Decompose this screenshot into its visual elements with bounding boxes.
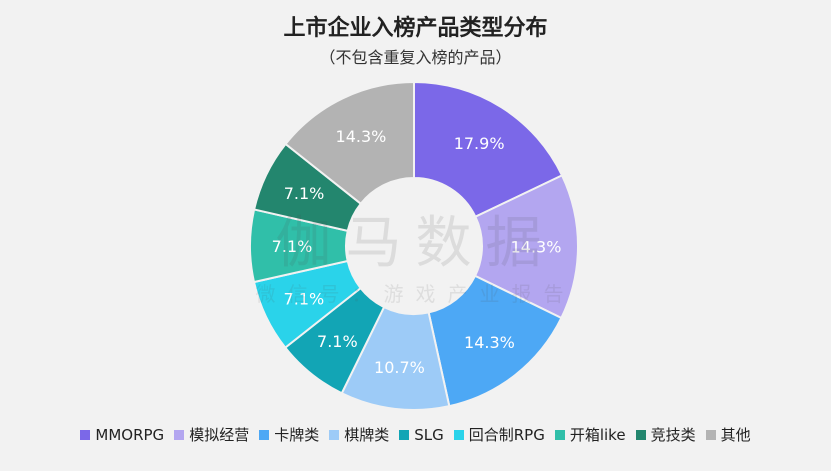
slice-label-1: 14.3% [511, 238, 562, 257]
legend-label: 棋牌类 [344, 426, 390, 444]
legend-label: 开箱like [569, 426, 626, 444]
legend-swatch [329, 429, 340, 440]
legend-swatch [453, 429, 464, 440]
legend-swatch [399, 429, 410, 440]
legend-item: MMORPG [80, 424, 164, 445]
legend-swatch [259, 429, 270, 440]
legend-label: 回合制RPG [468, 426, 545, 444]
legend-label: 模拟经营 [189, 426, 250, 444]
legend-item: 其他 [705, 424, 751, 445]
legend-item: 棋牌类 [329, 424, 389, 445]
legend-swatch [705, 429, 716, 440]
legend-item: 卡牌类 [259, 424, 319, 445]
legend-label: 竞技类 [650, 426, 696, 444]
legend-item: 开箱like [554, 424, 626, 445]
slice-1 [473, 174, 579, 320]
legend-swatch [174, 429, 185, 440]
slice-2 [427, 274, 563, 408]
legend-swatch [80, 429, 91, 440]
slice-label-6: 7.1% [272, 237, 313, 256]
legend-label: MMORPG [95, 425, 165, 444]
legend-label: 卡牌类 [274, 426, 320, 444]
legend-item: SLG [399, 424, 444, 445]
chart-subtitle: （不包含重复入榜的产品） [319, 48, 512, 67]
legend-swatch [554, 429, 565, 440]
legend-item: 回合制RPG [453, 424, 545, 445]
slice-label-2: 14.3% [464, 333, 515, 352]
slice-label-7: 7.1% [284, 184, 325, 203]
slice-label-3: 10.7% [374, 358, 425, 377]
legend-label: SLG [414, 425, 444, 444]
legend-item: 竞技类 [635, 424, 696, 445]
slice-0 [413, 80, 564, 219]
slice-label-0: 17.9% [454, 134, 505, 153]
chart-title: 上市企业入榜产品类型分布 [283, 16, 548, 41]
legend-label: 其他 [720, 426, 751, 444]
slice-label-4: 7.1% [317, 332, 358, 351]
slice-8 [284, 80, 415, 206]
legend-item: 模拟经营 [174, 424, 249, 445]
legend-swatch [635, 429, 646, 440]
chart-legend: MMORPG 模拟经营 卡牌类 棋牌类 SLG 回合制RPG 开箱like 竞技类 其他 [0, 424, 831, 445]
slice-label-8: 14.3% [336, 127, 387, 146]
slice-label-5: 7.1% [284, 290, 325, 309]
donut-hole [347, 179, 481, 313]
